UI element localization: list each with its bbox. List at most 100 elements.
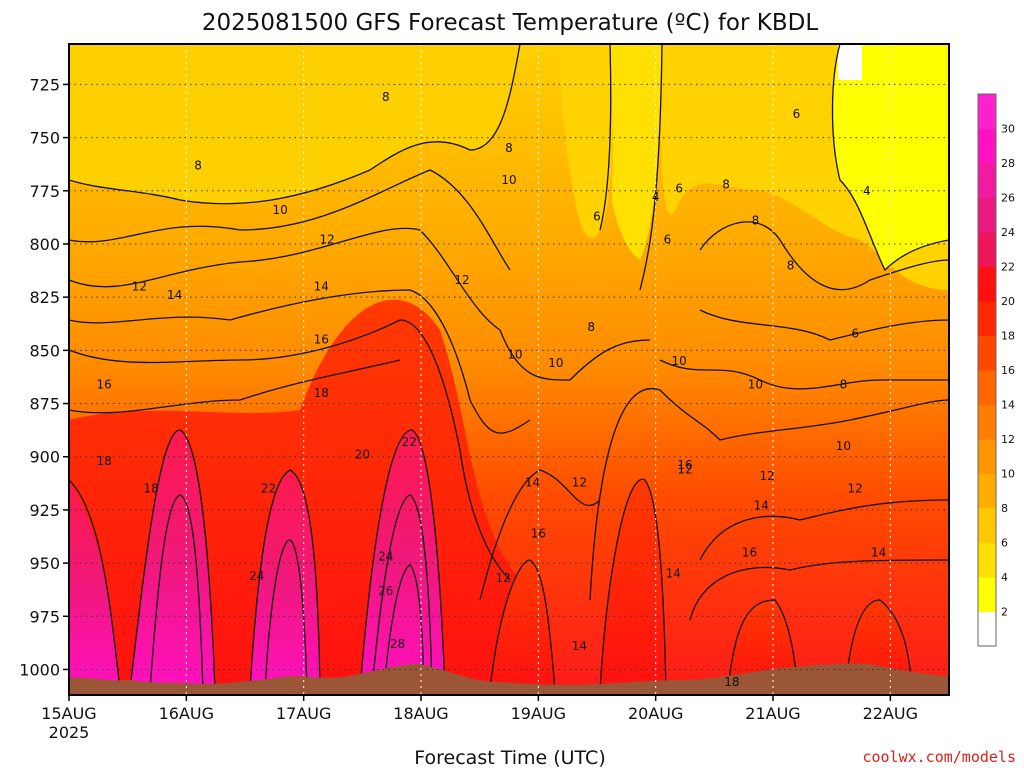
- colorbar-swatch: [978, 232, 996, 267]
- contour-label: 16: [742, 545, 757, 559]
- plot-frame: [68, 43, 950, 696]
- contour-label: 10: [748, 377, 763, 391]
- contour-labels: 8 6 8 10 8 4 6 8 6 4 10 12 8 6 8 12 12 14 14 8 6 16 10 10 10 16 10…: [97, 90, 887, 689]
- contour-label: 24: [249, 569, 264, 583]
- y-tick-label: 950: [29, 554, 60, 573]
- x-tick-label: 20AUG: [628, 704, 683, 723]
- contour-label: 8: [587, 320, 595, 334]
- colorbar-tick-label: 22: [1001, 261, 1015, 274]
- contour-label: 10: [273, 203, 288, 217]
- contour-label: 24: [378, 550, 393, 564]
- colorbar-tick-label: 24: [1001, 226, 1015, 239]
- y-tick-label: 875: [29, 395, 60, 414]
- band-top-left: [69, 44, 520, 204]
- contour-label: 6: [851, 326, 859, 340]
- y-tick-label: 725: [29, 75, 60, 94]
- contour-label: 8: [505, 141, 513, 155]
- contour-label: 8: [787, 258, 795, 272]
- x-tick-label: 18AUG: [393, 704, 448, 723]
- contour-label: 10: [671, 354, 686, 368]
- contour-label: 12: [495, 571, 510, 585]
- contour-label: 10: [507, 348, 522, 362]
- colorbar-swatch: [978, 508, 996, 543]
- contour-line: [831, 44, 949, 272]
- contour-line: [69, 169, 511, 271]
- contour-line: [69, 289, 531, 434]
- y-tick-label: 800: [29, 235, 60, 254]
- y-tick-label: 900: [29, 448, 60, 467]
- contour-label: 14: [314, 280, 329, 294]
- contour-label: 26: [378, 584, 393, 598]
- colorbar-tick-label: 2: [1001, 606, 1008, 619]
- contour-line: [699, 499, 949, 561]
- contour-label: 16: [677, 458, 692, 472]
- colorbar-tick-label: 16: [1001, 364, 1015, 377]
- contour-label: 14: [871, 545, 886, 559]
- contour-line: [371, 494, 433, 691]
- contour-line: [383, 564, 425, 691]
- colorbar-swatch: [978, 197, 996, 233]
- y-axis: 725 750 775 800 825 850 875 900 925 950 975 1000: [19, 75, 69, 679]
- colorbar-tick-label: 28: [1001, 157, 1015, 170]
- contour-label: 6: [664, 233, 672, 247]
- contour-label: 16: [97, 377, 112, 391]
- credit-text[interactable]: coolwx.com/models: [862, 748, 1016, 766]
- contour-label: 10: [836, 439, 851, 453]
- contour-line: [359, 429, 446, 691]
- colorbar-swatch: [978, 577, 996, 612]
- band-hot-day2: [130, 430, 215, 690]
- contour-label: 4: [863, 184, 871, 198]
- contour-label: 6: [675, 182, 683, 196]
- colorbar-tick-label: 10: [1001, 468, 1015, 481]
- contour-label: 18: [314, 386, 329, 400]
- x-tick-year: 2025: [49, 723, 90, 742]
- contour-label: 18: [143, 482, 158, 496]
- contour-line: [489, 559, 556, 691]
- x-tick-label: 17AUG: [276, 704, 331, 723]
- colorbar-swatch: [978, 163, 996, 198]
- band-lightyellow-top: [838, 44, 862, 80]
- contour-label: 16: [531, 526, 546, 540]
- x-tick-label: 19AUG: [511, 704, 566, 723]
- band-warm-day6: [600, 479, 666, 690]
- contour-line: [589, 388, 949, 601]
- colorbar-swatch: [978, 542, 996, 578]
- contour-line: [844, 599, 913, 691]
- contour-line: [479, 469, 601, 601]
- contour-line: [129, 429, 216, 691]
- colorbar-swatch: [978, 301, 996, 336]
- band-hot-day4: [360, 430, 445, 690]
- colorbar-swatch: [978, 94, 996, 129]
- y-tick-label: 775: [29, 182, 60, 201]
- contour-label: 8: [722, 177, 730, 191]
- colorbar-tick-label: 26: [1001, 192, 1015, 205]
- chart-title: 2025081500 GFS Forecast Temperature (ºC)…: [202, 10, 819, 36]
- contour-label: 14: [525, 475, 540, 489]
- colorbar-tick-label: 14: [1001, 399, 1015, 412]
- colorbar-tick-label: 30: [1001, 123, 1015, 136]
- contour-line: [69, 359, 401, 414]
- contour-label: 6: [593, 209, 601, 223]
- x-tick-label: 21AUG: [745, 704, 800, 723]
- contour-line: [699, 221, 949, 291]
- contour-label: 10: [501, 173, 516, 187]
- y-tick-label: 825: [29, 288, 60, 307]
- contour-label: 10: [548, 356, 563, 370]
- x-tick-label: 15AUG: [41, 704, 96, 723]
- contour-label: 12: [132, 280, 147, 294]
- colorbar-swatch: [978, 404, 996, 440]
- contour-label: 22: [402, 435, 417, 449]
- x-axis-label: Forecast Time (UTC): [414, 747, 605, 768]
- contour-label: 8: [382, 90, 390, 104]
- band-cool-mid: [560, 44, 612, 239]
- contour-line: [149, 494, 204, 691]
- y-tick-label: 975: [29, 607, 60, 626]
- contour-label: 14: [167, 288, 182, 302]
- contour-label: 22: [261, 482, 276, 496]
- contour-lines: [69, 44, 949, 691]
- contour-line: [599, 44, 612, 231]
- band-warm-day7: [728, 600, 798, 690]
- contour-label: 12: [454, 273, 469, 287]
